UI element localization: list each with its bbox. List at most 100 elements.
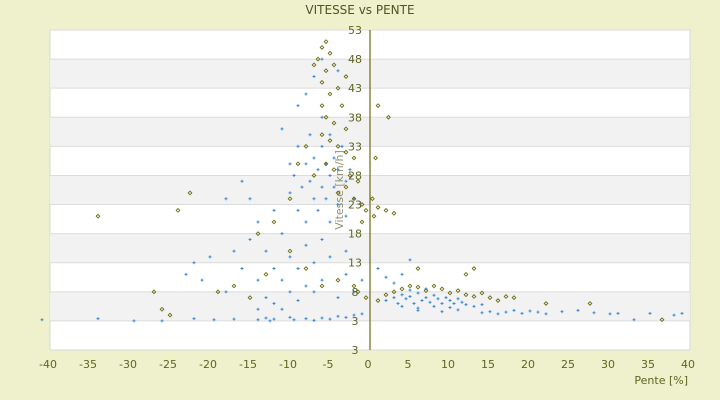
data-point-series-1 [224,290,228,294]
data-point-series-1 [480,311,484,315]
data-point-series-2 [231,283,237,289]
data-point-series-2 [423,288,429,294]
data-point-series-1 [264,296,268,300]
data-point-series-1 [256,278,260,282]
y-tick-label: 43 [348,82,362,95]
data-point-series-1 [320,237,324,241]
data-point-series-1 [320,144,324,148]
data-point-series-2 [339,103,345,109]
chart-title: VITESSE vs PENTE [305,3,414,17]
data-point-series-2 [327,138,333,143]
data-point-series-1 [320,185,324,189]
data-point-series-1 [256,307,260,311]
data-point-series-1 [404,297,408,301]
data-point-series-1 [432,293,436,297]
y-tick-label: 23 [348,199,362,212]
data-point-series-1 [420,299,424,303]
data-point-series-1 [268,319,272,323]
data-point-series-1 [328,133,332,137]
data-point-series-2 [319,283,325,289]
data-point-series-2 [295,161,301,167]
data-point-series-2 [495,298,501,303]
data-point-series-2 [159,306,165,312]
data-point-series-2 [391,289,397,295]
data-point-series-1 [512,308,516,312]
data-point-series-1 [320,57,324,61]
data-point-series-2 [187,190,193,196]
x-tick-label: -10 [279,358,297,371]
data-point-series-1 [412,301,416,305]
data-point-series-2 [431,283,437,289]
data-point-series-2 [371,213,377,219]
data-point-series-2 [355,178,361,184]
data-point-series-2 [375,298,381,303]
data-point-series-2 [471,294,477,299]
data-point-series-1 [272,317,276,321]
data-point-series-1 [592,311,596,315]
data-point-series-2 [167,312,173,318]
data-point-series-1 [400,293,404,297]
x-tick-label: 35 [641,358,655,371]
data-point-series-1 [392,281,396,285]
x-tick-label: 10 [441,358,455,371]
data-point-series-2 [303,266,309,271]
data-point-series-2 [287,196,293,202]
data-point-series-1 [304,92,308,96]
data-point-series-2 [455,288,461,294]
data-point-series-1 [288,191,292,195]
data-point-series-2 [335,143,341,149]
x-tick-label: -15 [239,358,257,371]
data-point-series-2 [319,132,325,138]
x-tick-label: -20 [199,358,217,371]
data-point-series-1 [296,104,300,108]
data-point-series-1 [232,317,236,321]
data-point-series-1 [464,303,468,307]
data-point-series-2 [319,79,325,85]
data-point-series-1 [520,311,524,315]
data-point-series-1 [264,249,268,253]
data-point-series-1 [672,313,676,317]
data-point-series-2 [343,184,349,190]
data-point-series-1 [288,290,292,294]
data-point-series-1 [428,300,432,304]
data-point-series-2 [343,126,349,132]
data-point-series-1 [272,301,276,305]
data-point-series-1 [332,185,336,189]
data-point-series-1 [288,162,292,166]
data-point-series-2 [587,301,593,306]
data-point-series-1 [352,313,356,317]
data-point-series-2 [355,289,361,295]
data-point-series-1 [288,315,292,319]
data-point-series-1 [296,208,300,212]
data-point-series-1 [456,308,460,312]
data-point-series-1 [320,115,324,119]
x-tick-label: 5 [405,358,412,371]
data-point-series-1 [344,249,348,253]
data-point-series-1 [160,319,164,323]
data-point-series-1 [256,220,260,224]
data-point-series-1 [308,179,312,183]
data-point-series-1 [232,249,236,253]
data-point-series-2 [471,266,477,271]
data-point-series-1 [504,310,508,314]
data-point-series-1 [296,267,300,271]
data-point-series-1 [200,278,204,282]
data-point-series-2 [375,103,381,109]
data-point-series-2 [391,210,397,216]
data-point-series-1 [184,272,188,276]
data-point-series-2 [463,292,469,298]
data-point-series-2 [375,205,381,210]
data-point-series-1 [360,278,364,282]
data-point-series-1 [320,278,324,282]
data-point-series-2 [347,173,353,178]
data-point-series-1 [416,291,420,295]
data-point-series-1 [648,311,652,315]
y-tick-label: 3 [352,344,359,357]
data-point-series-2 [479,290,485,296]
y-tick-label: 18 [348,228,362,241]
data-point-series-1 [408,258,412,262]
data-point-series-2 [331,120,337,126]
data-point-series-1 [292,318,296,322]
data-point-series-1 [400,272,404,276]
x-tick-label: 15 [481,358,495,371]
